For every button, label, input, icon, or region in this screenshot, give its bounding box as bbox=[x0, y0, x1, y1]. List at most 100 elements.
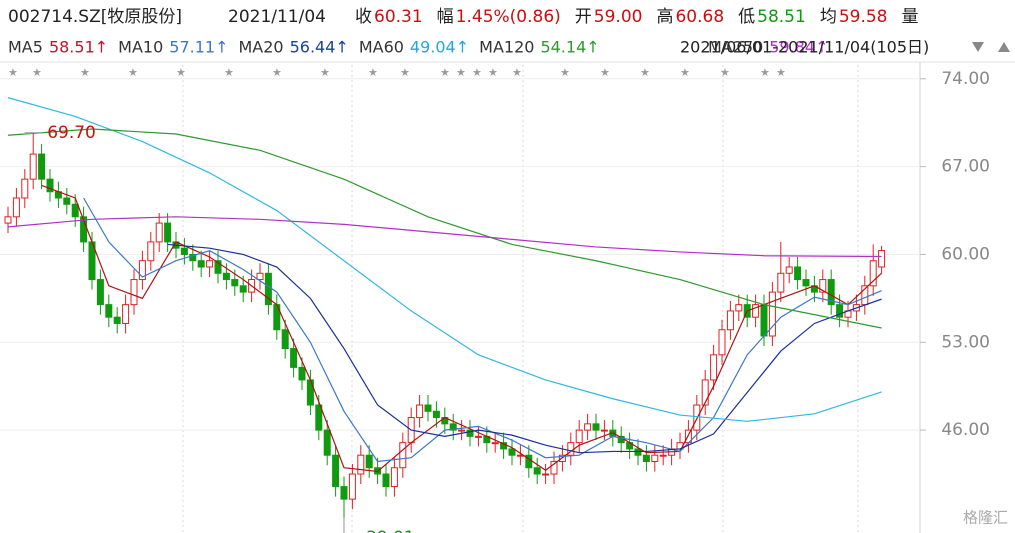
candle-body bbox=[760, 304, 768, 337]
quote-label: 均 bbox=[820, 7, 837, 27]
candle-body bbox=[701, 379, 709, 406]
star: ★ bbox=[368, 66, 378, 79]
candle-body bbox=[239, 285, 247, 293]
candle-body bbox=[256, 272, 264, 281]
candle-body bbox=[726, 310, 734, 331]
candle-body bbox=[197, 260, 205, 268]
candle-body bbox=[357, 454, 365, 475]
candle-body bbox=[466, 429, 474, 437]
star: ★ bbox=[512, 66, 522, 79]
candle-body bbox=[340, 486, 348, 500]
candle-body bbox=[399, 442, 407, 469]
candle-body bbox=[306, 379, 314, 406]
candle-body bbox=[63, 197, 71, 205]
candle-body bbox=[323, 429, 331, 456]
candle-body bbox=[542, 473, 550, 476]
low-annotation: 39.01 bbox=[366, 528, 415, 533]
candle-body bbox=[382, 473, 390, 488]
star: ★ bbox=[440, 66, 450, 79]
candle-body bbox=[491, 442, 499, 445]
quote-label: 收 bbox=[355, 7, 372, 27]
star: ★ bbox=[400, 66, 410, 79]
candle-body bbox=[29, 153, 37, 180]
annotation-leader bbox=[343, 517, 345, 533]
high-annotation: 69.70 bbox=[47, 123, 96, 143]
candle-body bbox=[575, 429, 583, 444]
quote-label: 高 bbox=[656, 7, 673, 27]
star: ★ bbox=[488, 66, 498, 79]
date: 2021/11/04 bbox=[228, 7, 326, 27]
star: ★ bbox=[320, 66, 330, 79]
star: ★ bbox=[600, 66, 610, 79]
candle-body bbox=[71, 203, 79, 218]
candle-body bbox=[416, 404, 424, 419]
legend-name: MA250 bbox=[708, 38, 763, 57]
star: ★ bbox=[560, 66, 570, 79]
ma-line bbox=[41, 184, 883, 473]
legend-value: 59.84↑ bbox=[769, 38, 828, 57]
candle-body bbox=[659, 454, 667, 457]
watermark: 格隆汇 bbox=[963, 509, 1008, 527]
candle-body bbox=[189, 253, 197, 262]
annotation-leader bbox=[24, 132, 44, 135]
star: ★ bbox=[176, 66, 186, 79]
legend-name: MA20 bbox=[238, 38, 283, 57]
quote-label: 低 bbox=[738, 7, 755, 27]
ma-line bbox=[7, 97, 882, 422]
candle-body bbox=[130, 279, 138, 306]
ma-line bbox=[7, 128, 882, 329]
quote-label: 幅 bbox=[437, 7, 454, 27]
candle-body bbox=[122, 304, 130, 324]
candle-body bbox=[785, 266, 793, 274]
candle-body bbox=[802, 279, 810, 287]
collapse-arrow[interactable] bbox=[998, 42, 1010, 52]
dropdown-arrow[interactable] bbox=[972, 42, 984, 52]
quote-value: 59.58 bbox=[839, 7, 888, 27]
legend-value: 56.44↑ bbox=[290, 38, 349, 57]
ma-line bbox=[7, 216, 882, 258]
candle-body bbox=[46, 178, 54, 193]
stock-code: 002714.SZ[牧原股份] bbox=[8, 7, 182, 27]
candle-body bbox=[281, 329, 289, 350]
quote-value: 1.45%(0.86) bbox=[456, 7, 561, 27]
star-row: ★ ★ ★ ★ ★ ★ ★ ★ ★ ★ ★ ★ ★ ★ ★ ★ ★ ★ ★ ★ ★ ★ bbox=[8, 66, 786, 79]
candle-body bbox=[96, 279, 104, 306]
candle-body bbox=[390, 467, 398, 488]
candle-body bbox=[768, 291, 776, 337]
candle-body bbox=[180, 247, 188, 255]
candle-body bbox=[634, 448, 642, 456]
range-label: 2021/06/01-2021/11/04(105日) bbox=[680, 38, 929, 57]
legend-value: 58.51↑ bbox=[49, 38, 108, 57]
candle-body bbox=[508, 448, 516, 456]
y-tick-label: 74.00 bbox=[941, 69, 990, 89]
candle-body bbox=[298, 366, 306, 381]
legend-name: MA60 bbox=[359, 38, 404, 57]
legend-value: 57.11↑ bbox=[169, 38, 228, 57]
candle-body bbox=[642, 454, 650, 462]
quote-label: 开 bbox=[575, 7, 592, 27]
candle-body bbox=[214, 260, 222, 274]
candle-body bbox=[449, 423, 457, 431]
quote-value: 60.31 bbox=[374, 7, 423, 27]
star: ★ bbox=[776, 66, 786, 79]
legend-name: MA5 bbox=[8, 38, 43, 57]
star: ★ bbox=[472, 66, 482, 79]
candle-body bbox=[332, 454, 340, 488]
legend-name: MA120 bbox=[479, 38, 534, 57]
candle-body bbox=[365, 454, 373, 469]
candle-body bbox=[424, 404, 432, 412]
ma-line bbox=[167, 243, 882, 454]
star: ★ bbox=[80, 66, 90, 79]
ma-line bbox=[83, 197, 882, 463]
candle-body bbox=[147, 241, 155, 262]
star: ★ bbox=[680, 66, 690, 79]
y-tick-label: 46.00 bbox=[941, 420, 990, 440]
y-tick-label: 53.00 bbox=[941, 332, 990, 352]
y-tick-label: 60.00 bbox=[941, 244, 990, 264]
candle-body bbox=[231, 279, 239, 287]
star: ★ bbox=[456, 66, 466, 79]
candle-body bbox=[164, 222, 172, 243]
candle-body bbox=[651, 454, 659, 462]
